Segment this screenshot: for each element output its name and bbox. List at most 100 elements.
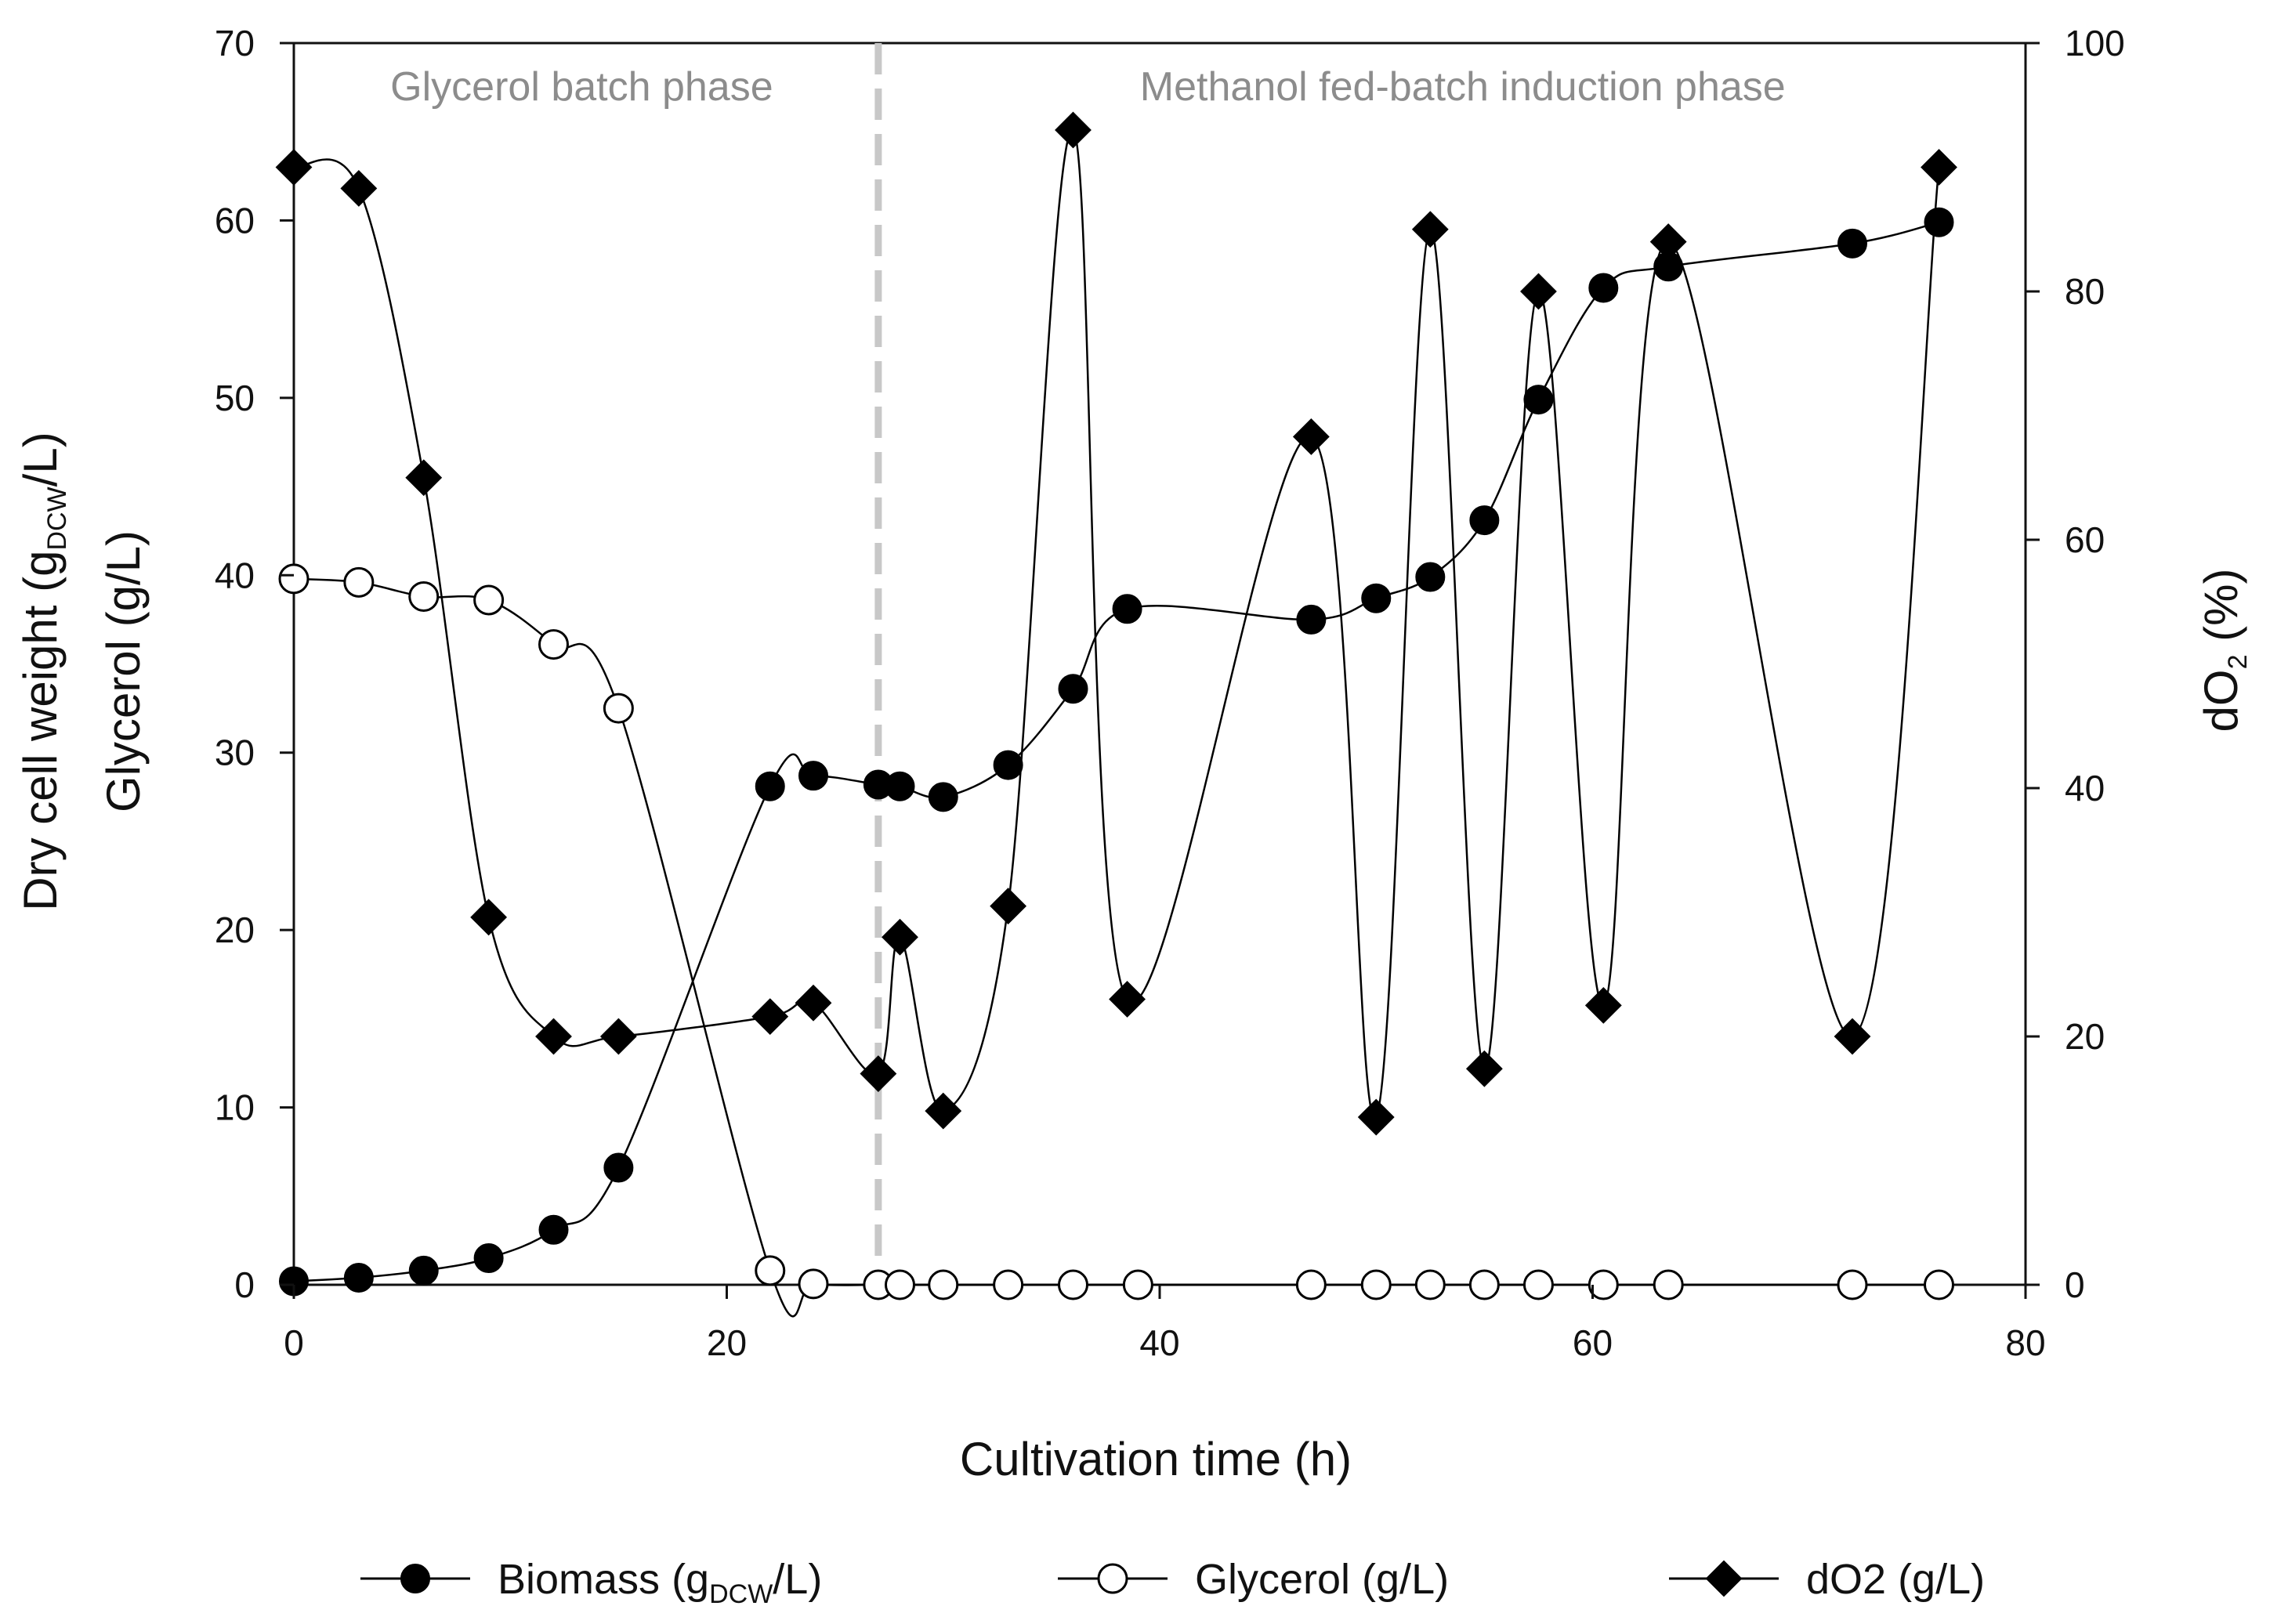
- x-tick-label: 40: [1139, 1322, 1179, 1363]
- data-point-glycerol: [993, 1269, 1024, 1300]
- legend-label: Glycerol (g/L): [1195, 1556, 1449, 1603]
- x-tick-label: 60: [1573, 1322, 1613, 1363]
- data-point-glycerol: [1058, 1269, 1088, 1300]
- y-left-tick-label: 30: [215, 732, 255, 773]
- legend-marker: [1705, 1560, 1743, 1597]
- data-point-biomass: [1588, 273, 1619, 303]
- legend: Biomass (gDCW/L) Glycerol (g/L) dO2 (g/L): [360, 1556, 1985, 1609]
- data-point-do2: [1357, 1098, 1395, 1136]
- data-point-glycerol: [1588, 1269, 1619, 1300]
- y-left-title-end: /L): [14, 432, 67, 486]
- y-right-tick-label: 100: [2065, 23, 2125, 63]
- data-point-do2: [751, 998, 789, 1036]
- y-right-tick-label: 20: [2065, 1016, 2105, 1057]
- x-axis-title: Cultivation time (h): [960, 1433, 1352, 1485]
- data-point-do2: [275, 149, 313, 186]
- legend-marker: [1097, 1563, 1128, 1594]
- data-point-glycerol: [885, 1269, 915, 1300]
- y-left-tick-label: 50: [215, 378, 255, 418]
- y-right-title-end: (%): [2195, 569, 2247, 655]
- data-point-biomass: [885, 771, 915, 801]
- data-point-glycerol: [538, 629, 569, 660]
- y-right-axis-title: dO2 (%): [2195, 569, 2253, 732]
- y-right-title-main: dO: [2195, 669, 2247, 732]
- data-point-do2: [1649, 223, 1687, 261]
- series-layer: [275, 111, 1957, 1318]
- data-point-biomass: [928, 782, 958, 812]
- data-point-biomass: [1361, 583, 1392, 613]
- data-point-do2: [990, 888, 1027, 924]
- data-point-glycerol: [603, 693, 634, 724]
- data-point-glycerol: [1295, 1269, 1327, 1300]
- data-point-do2: [340, 170, 378, 207]
- data-point-biomass: [755, 771, 785, 801]
- data-point-glycerol: [1414, 1269, 1446, 1300]
- data-point-do2: [535, 1018, 572, 1055]
- data-point-biomass: [603, 1152, 634, 1183]
- y-left-tick-label: 40: [215, 555, 255, 595]
- y-left-tick-label: 20: [215, 910, 255, 950]
- phase-label: Methanol fed-batch induction phase: [1140, 64, 1786, 110]
- phase-label: Glycerol batch phase: [390, 64, 773, 110]
- plot-frame: [292, 42, 2027, 1286]
- y-left-tick-label: 60: [215, 200, 255, 241]
- data-point-do2: [1411, 211, 1449, 248]
- data-point-do2: [1520, 273, 1557, 310]
- data-point-biomass: [1469, 505, 1500, 536]
- data-point-biomass: [473, 1243, 504, 1274]
- y-right-tick-label: 40: [2065, 768, 2105, 808]
- data-point-biomass: [343, 1262, 374, 1293]
- data-point-glycerol: [1468, 1269, 1500, 1300]
- data-point-glycerol: [798, 1268, 829, 1300]
- data-point-glycerol: [1924, 1269, 1954, 1300]
- x-tick-label: 20: [707, 1322, 747, 1363]
- data-point-biomass: [1058, 674, 1088, 704]
- y-right-title-sub: 2: [2223, 655, 2253, 670]
- y-left-tick-label: 0: [234, 1264, 255, 1305]
- data-point-do2: [1584, 986, 1622, 1024]
- legend-item-biomass: Biomass (gDCW/L): [360, 1556, 822, 1609]
- data-point-do2: [1055, 111, 1092, 149]
- y-right-tick-label: 80: [2065, 271, 2105, 312]
- data-point-biomass: [798, 761, 828, 791]
- legend-item-do2: dO2 (g/L): [1669, 1556, 1985, 1603]
- data-point-do2: [925, 1092, 962, 1130]
- data-point-do2: [1109, 981, 1146, 1018]
- y-left-axis-title-line2: Glycerol (g/L): [97, 530, 150, 812]
- data-point-glycerol: [278, 563, 310, 595]
- data-point-biomass: [1523, 385, 1554, 415]
- y-left-title-sub: DCW: [42, 486, 72, 550]
- data-point-glycerol: [343, 566, 375, 598]
- phase-layer: Glycerol batch phase Methanol fed-batch i…: [390, 43, 1786, 1285]
- x-tick-label: 0: [284, 1322, 304, 1363]
- data-point-do2: [1921, 149, 1957, 186]
- data-point-biomass: [1415, 562, 1446, 592]
- data-point-do2: [795, 984, 832, 1022]
- y-right-tick-label: 60: [2065, 519, 2105, 560]
- data-point-glycerol: [408, 581, 440, 612]
- data-point-do2: [882, 918, 918, 956]
- data-point-glycerol: [1653, 1269, 1684, 1300]
- legend-item-glycerol: Glycerol (g/L): [1058, 1556, 1449, 1603]
- data-point-biomass: [1296, 604, 1327, 635]
- series-line-glycerol: [293, 577, 1939, 1318]
- legend-marker: [400, 1564, 430, 1593]
- data-point-biomass: [1924, 207, 1954, 237]
- data-point-glycerol: [928, 1269, 959, 1300]
- y-left-tick-label: 70: [215, 23, 255, 63]
- y-right-tick-label: 0: [2065, 1264, 2085, 1305]
- data-point-glycerol: [1122, 1269, 1153, 1300]
- series-glycerol: [278, 563, 1954, 1318]
- data-point-glycerol: [473, 584, 505, 616]
- data-point-do2: [1465, 1050, 1503, 1087]
- data-point-biomass: [1112, 594, 1142, 624]
- data-point-do2: [1292, 418, 1330, 455]
- series-line-do2: [293, 128, 1940, 1119]
- data-point-biomass: [538, 1214, 569, 1245]
- x-tick-label: 80: [2005, 1322, 2045, 1363]
- data-point-glycerol: [1837, 1269, 1868, 1300]
- legend-label: Biomass (gDCW/L): [498, 1556, 822, 1609]
- data-point-do2: [860, 1055, 897, 1092]
- data-point-do2: [405, 459, 443, 497]
